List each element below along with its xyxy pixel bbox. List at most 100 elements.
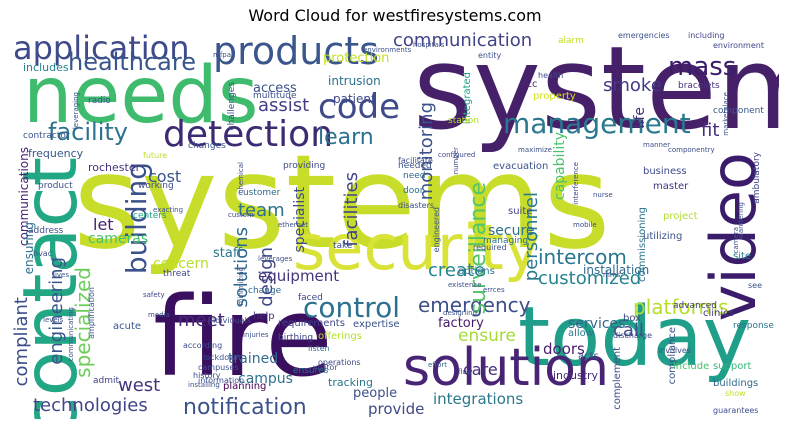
- cloud-word: includes: [23, 61, 69, 74]
- cloud-word: utilizing: [643, 231, 683, 242]
- cloud-word: today: [518, 290, 752, 385]
- cloud-word: trained: [228, 351, 279, 367]
- cloud-word: acts: [578, 351, 599, 362]
- cloud-word: provide: [368, 400, 425, 418]
- cloud-word: cameras: [88, 231, 149, 247]
- cloud-word: care: [463, 360, 498, 379]
- cloud-word: master: [653, 181, 689, 192]
- cloud-word: see: [748, 281, 763, 290]
- cloud-word: chemical: [237, 162, 245, 194]
- cloud-word: ambulatory: [752, 152, 762, 204]
- cloud-word: existence: [448, 281, 482, 289]
- cloud-word: manner: [643, 141, 671, 149]
- cloud-word: expertise: [353, 319, 400, 330]
- cloud-word: flow: [458, 368, 473, 376]
- cloud-word: multitude: [253, 91, 297, 101]
- cloud-word: listen: [308, 344, 330, 353]
- cloud-word: birthing: [278, 333, 314, 343]
- cloud-word: site: [733, 251, 752, 262]
- cloud-word: history: [193, 371, 221, 380]
- cloud-word: campuses: [198, 363, 239, 372]
- cloud-word: leveraging: [72, 92, 80, 130]
- cloud-word: interference: [572, 162, 580, 205]
- cloud-word: security: [293, 211, 541, 284]
- cloud-word: injuries: [243, 331, 269, 339]
- cloud-word: need: [403, 171, 426, 181]
- cloud-word: disasters: [398, 201, 435, 210]
- cloud-word: compliant: [13, 297, 32, 387]
- cloud-word: future: [143, 151, 168, 160]
- cloud-word: ethernet: [278, 221, 309, 229]
- cloud-word: health: [538, 71, 564, 80]
- cloud-word: allow: [568, 328, 594, 339]
- cloud-word: buildings: [713, 378, 759, 389]
- cloud-word: west: [118, 375, 161, 396]
- cloud-word: complement: [612, 347, 623, 410]
- cloud-word: protection: [323, 51, 390, 66]
- cloud-word: help: [253, 311, 275, 322]
- cloud-word: patient: [333, 92, 376, 106]
- cloud-word: required: [473, 243, 507, 252]
- cloud-word: frequency: [28, 147, 84, 160]
- cloud-word: factory: [438, 316, 484, 331]
- cloud-word: facilitate: [398, 156, 433, 165]
- cloud-word: suite: [508, 206, 533, 217]
- cloud-word: designing: [443, 309, 478, 317]
- cloud-word: lives: [53, 271, 69, 279]
- cloud-word: managing: [483, 236, 529, 246]
- cloud-word: options: [458, 266, 495, 277]
- cloud-word: environment: [713, 41, 764, 50]
- cloud-word: take: [333, 241, 353, 251]
- cloud-word: advanced: [673, 301, 717, 311]
- cloud-word: evacuation: [493, 161, 549, 172]
- cloud-word: according: [183, 341, 223, 350]
- cloud-word: operations: [318, 358, 361, 367]
- cloud-word: errces: [483, 286, 505, 294]
- cloud-word: property: [533, 91, 576, 102]
- cloud-word: alarm: [558, 36, 584, 46]
- cloud-word: challenges: [227, 82, 237, 131]
- cloud-word: effort: [428, 361, 448, 369]
- cloud-word: clinics: [703, 308, 734, 319]
- cloud-word: needs: [23, 51, 259, 141]
- cloud-word: show: [725, 389, 746, 398]
- cloud-word: visitor: [313, 363, 338, 372]
- cloud-word: address: [28, 226, 64, 236]
- cloud-word: concern: [153, 256, 209, 272]
- cloud-word: code: [318, 87, 400, 127]
- cloud-word: project: [663, 211, 698, 222]
- cloud-word: including: [688, 32, 725, 40]
- cloud-word: platforms: [633, 295, 729, 319]
- cloud-word: minimizing: [237, 267, 245, 306]
- cloud-word: hospitals: [413, 41, 445, 49]
- cloud-word: requirements: [278, 318, 345, 329]
- cloud-word: change: [248, 286, 282, 296]
- cloud-word: staff: [213, 246, 242, 261]
- cloud-word: admit: [93, 376, 120, 386]
- cloud-word: emergency: [418, 293, 531, 317]
- cloud-word: acute: [113, 321, 142, 332]
- cloud-word: commissioning: [637, 207, 648, 282]
- cloud-word: create: [428, 260, 486, 281]
- cloud-word: meet: [178, 310, 225, 331]
- cloud-word: customized: [538, 268, 642, 289]
- cloud-word: intercom: [538, 245, 627, 269]
- cloud-word: planning: [223, 381, 267, 392]
- cloud-word: intrusion: [328, 74, 381, 88]
- cloud-word: camera: [732, 227, 740, 254]
- cloud-word: mass: [668, 52, 737, 82]
- cloud-word: tracking: [328, 376, 374, 389]
- cloud-word: hvac: [33, 249, 53, 258]
- cloud-word: system: [413, 32, 779, 156]
- figure-title: Word Cloud for westfiresystems.com: [248, 6, 542, 25]
- cloud-word: equipment: [258, 267, 340, 285]
- cloud-word: team: [238, 200, 285, 221]
- cloud-word: number: [452, 147, 460, 175]
- word-cloud: systems system fire needs today contact securi…: [13, 32, 779, 419]
- cloud-word: fit: [701, 120, 720, 141]
- cloud-word: mms: [603, 271, 621, 279]
- cloud-word: component: [713, 106, 764, 116]
- cloud-word: entity: [478, 51, 502, 60]
- cloud-word: radio: [88, 96, 111, 106]
